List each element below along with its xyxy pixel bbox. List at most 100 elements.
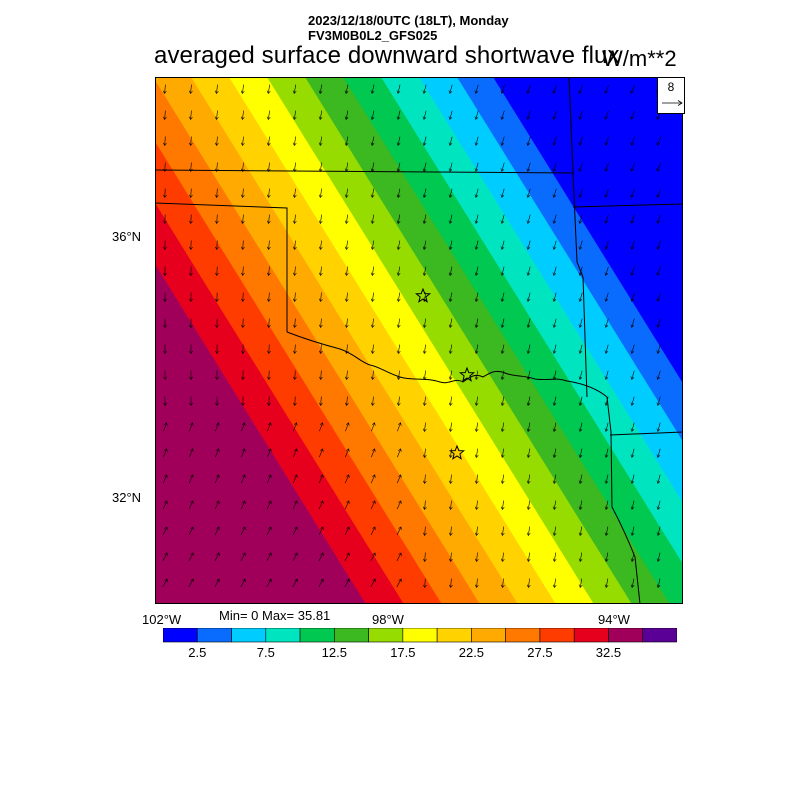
wind-arrow-icon: [578, 552, 583, 562]
wind-arrow-icon: [526, 240, 531, 250]
wind-arrow-icon: [526, 448, 531, 458]
wind-arrow-icon: [656, 162, 661, 172]
wind-arrow-icon: [604, 188, 609, 198]
wind-arrow-icon: [240, 84, 245, 95]
wind-arrow-icon: [292, 110, 297, 120]
wind-arrow-icon: [188, 110, 193, 121]
state-border-line: [606, 396, 641, 604]
wind-arrow-icon: [552, 474, 557, 484]
wind-arrow-icon: [500, 266, 505, 276]
colorbar: [163, 628, 677, 643]
wind-arrow-icon: [656, 214, 661, 224]
wind-arrow-icon: [370, 370, 375, 381]
wind-arrow-icon: [474, 266, 479, 276]
state-border-line: [609, 431, 683, 436]
wind-arrow-icon: [552, 552, 557, 562]
wind-arrow-icon: [526, 396, 531, 406]
wind-arrow-icon: [319, 422, 324, 432]
wind-arrow-icon: [656, 370, 661, 380]
wind-arrow-icon: [552, 422, 557, 432]
wind-arrow-icon: [344, 188, 349, 198]
wind-arrow-icon: [578, 318, 583, 328]
wind-arrow-icon: [630, 474, 635, 484]
wind-arrow-icon: [318, 240, 323, 251]
wind-arrow-icon: [448, 136, 453, 146]
wind-arrow-icon: [396, 318, 401, 329]
wind-arrow-icon: [396, 396, 401, 407]
wind-arrow-icon: [500, 110, 505, 120]
wind-arrow-icon: [370, 266, 375, 276]
wind-arrow-icon: [292, 84, 297, 94]
wind-arrow-icon: [344, 136, 349, 146]
wind-arrow-icon: [474, 552, 479, 563]
wind-arrow-icon: [500, 188, 505, 198]
wind-arrow-icon: [448, 318, 453, 328]
wind-arrow-icon: [189, 448, 194, 458]
colorbar-swatch: [299, 628, 335, 643]
wind-arrow-icon: [240, 188, 245, 199]
colorbar-tick-label: 22.5: [458, 645, 485, 660]
wind-arrow-icon: [604, 344, 609, 354]
star-marker-icon: [414, 287, 432, 303]
wind-arrow-icon: [656, 292, 661, 302]
wind-arrow-icon: [526, 110, 531, 120]
wind-arrow-icon: [396, 240, 401, 250]
wind-arrow-icon: [630, 396, 635, 406]
map-plot: [155, 77, 683, 604]
wind-arrow-icon: [188, 526, 194, 536]
wind-arrow-icon: [241, 292, 245, 303]
wind-arrow-icon: [422, 214, 427, 224]
colorbar-swatch: [368, 628, 404, 643]
wind-arrow-icon: [656, 344, 661, 354]
wind-arrow-icon: [215, 344, 219, 355]
wind-arrow-icon: [241, 448, 246, 458]
wind-arrow-icon: [526, 136, 531, 146]
wind-arrow-icon: [240, 552, 246, 562]
wind-arrow-icon: [630, 84, 636, 94]
wind-arrow-icon: [318, 214, 323, 225]
wind-arrow-icon: [396, 370, 401, 381]
wind-arrow-icon: [500, 578, 505, 589]
wind-arrow-icon: [656, 240, 661, 250]
wind-arrow-icon: [396, 344, 401, 355]
colorbar-swatch: [471, 628, 506, 643]
wind-arrow-icon: [215, 318, 219, 329]
wind-arrow-icon: [474, 500, 479, 511]
wind-arrow-icon: [526, 344, 531, 354]
wind-arrow-icon: [163, 370, 167, 381]
wind-arrow-icon: [500, 240, 505, 250]
wind-arrow-icon: [344, 84, 349, 94]
wind-arrow-icon: [318, 552, 324, 562]
wind-arrow-icon: [214, 136, 219, 147]
wind-arrow-icon: [266, 552, 272, 562]
wind-arrow-icon: [188, 552, 194, 562]
wind-arrow-icon: [371, 422, 376, 432]
wind-arrow-icon: [474, 292, 479, 302]
wind-arrow-icon: [318, 344, 323, 355]
wind-arrow-icon: [422, 110, 427, 120]
wind-arrow-icon: [500, 162, 505, 172]
wind-arrow-icon: [448, 578, 453, 589]
wind-arrow-icon: [448, 84, 453, 94]
wind-arrow-icon: [526, 214, 531, 224]
wind-arrow-icon: [448, 448, 453, 459]
wind-arrow-icon: [266, 162, 271, 173]
wind-arrow-icon: [370, 344, 375, 355]
wind-arrow-icon: [552, 188, 557, 198]
wind-arrow-icon: [422, 162, 427, 172]
wind-arrow-icon: [578, 84, 583, 94]
wind-arrow-icon: [344, 266, 349, 277]
wind-arrow-icon: [344, 500, 350, 510]
wind-arrow-icon: [448, 344, 453, 354]
wind-arrow-icon: [630, 240, 635, 250]
state-borders: [155, 77, 683, 604]
wind-arrow-icon: [215, 266, 219, 277]
wind-arrow-icon: [656, 448, 661, 458]
wind-arrow-icon: [448, 500, 453, 511]
wind-arrow-icon: [552, 110, 557, 120]
wind-arrow-icon: [240, 578, 246, 588]
wind-arrow-icon: [214, 188, 219, 199]
wind-arrow-icon: [292, 474, 298, 484]
wind-arrow-icon: [292, 318, 297, 329]
wind-arrow-icon: [292, 552, 298, 562]
